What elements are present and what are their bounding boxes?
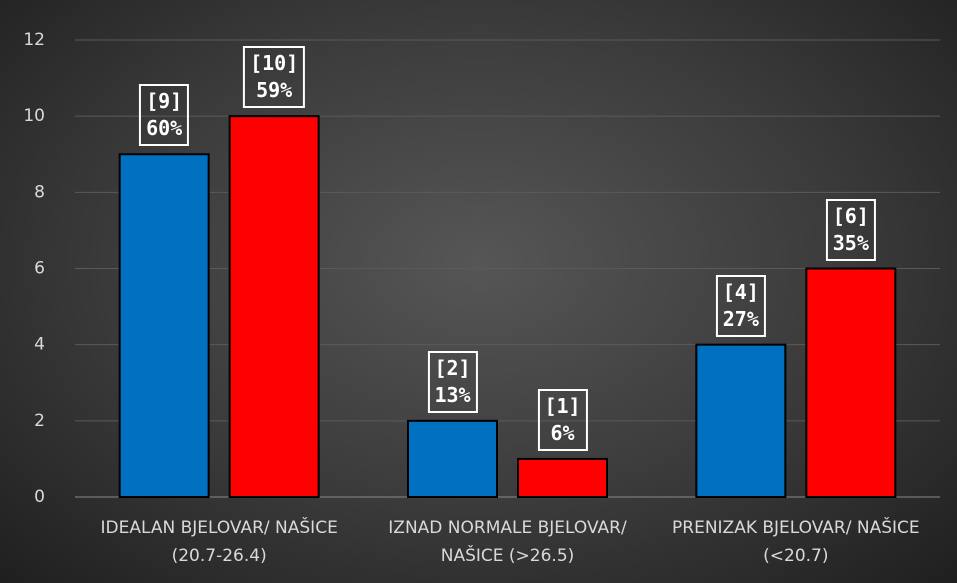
bar xyxy=(695,343,787,498)
y-tick-label: 12 xyxy=(23,30,45,50)
y-tick-label: 2 xyxy=(34,411,45,431)
data-label: [6] 35% xyxy=(825,198,876,261)
y-tick-label: 4 xyxy=(34,335,45,355)
bar xyxy=(805,267,897,498)
data-label: [1] 6% xyxy=(537,388,588,451)
data-label: [2] 13% xyxy=(427,350,478,413)
y-tick-label: 0 xyxy=(34,487,45,507)
bar xyxy=(228,115,320,499)
bar xyxy=(118,153,210,498)
x-tick-label: PRENIZAK BJELOVAR/ NAŠICE (<20.7) xyxy=(672,518,920,566)
y-tick-label: 6 xyxy=(34,259,45,279)
data-label: [4] 27% xyxy=(715,274,766,337)
x-tick-label: IDEALAN BJELOVAR/ NAŠICE (20.7-26.4) xyxy=(100,518,338,566)
bar xyxy=(407,419,498,499)
x-tick-label: IZNAD NORMALE BJELOVAR/ NAŠICE (>26.5) xyxy=(388,518,627,566)
y-tick-label: 10 xyxy=(23,106,45,126)
bar xyxy=(517,457,608,498)
y-tick-label: 8 xyxy=(34,182,45,202)
data-label: [10] 59% xyxy=(243,46,306,109)
data-label: [9] 60% xyxy=(139,84,190,147)
